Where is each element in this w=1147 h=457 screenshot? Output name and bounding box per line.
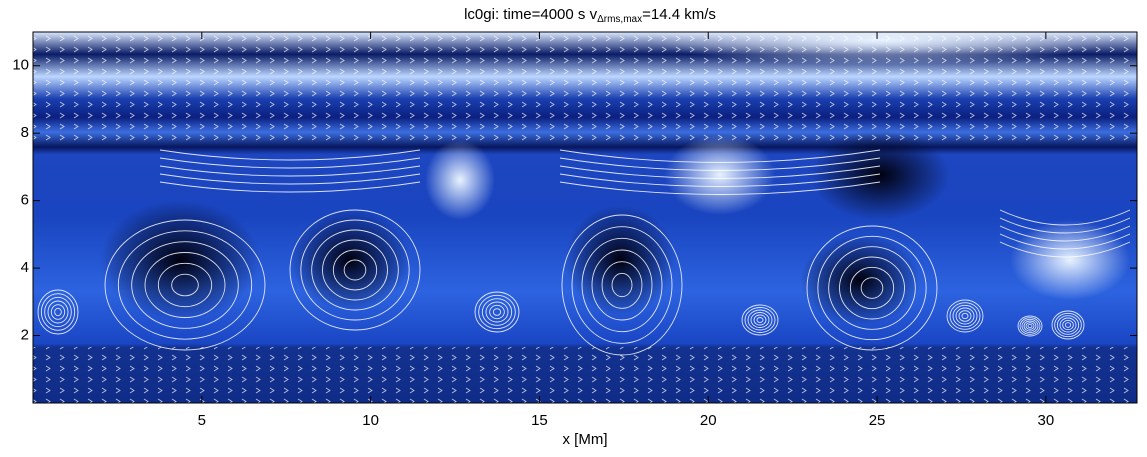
- streamline: [581, 237, 663, 333]
- title-suffix: =14.4 km/s: [642, 6, 716, 23]
- streamline: [949, 302, 981, 330]
- streamline: [1062, 319, 1074, 331]
- streamline: [159, 181, 421, 193]
- streamline: [744, 307, 776, 333]
- streamline: [1019, 317, 1041, 335]
- streamline: [289, 209, 421, 331]
- streamline: [741, 304, 779, 336]
- streamline: [159, 157, 421, 169]
- streamline: [747, 309, 773, 331]
- streamline: [1023, 320, 1037, 332]
- streamline: [1064, 322, 1072, 328]
- streamline: [159, 173, 421, 185]
- streamline: [999, 225, 1131, 242]
- streamline: [571, 226, 673, 344]
- x-tick-label: 5: [198, 412, 206, 429]
- streamline: [946, 299, 984, 333]
- x-tick-label: 15: [531, 412, 548, 429]
- streamline: [961, 312, 969, 320]
- streamline: [611, 272, 633, 298]
- streamline: [756, 317, 764, 323]
- streamline: [144, 252, 226, 318]
- streamline: [300, 219, 410, 321]
- streamline: [1059, 317, 1077, 333]
- y-tick-label: 2: [21, 327, 29, 344]
- streamline: [157, 262, 213, 308]
- streamline: [131, 241, 239, 329]
- streamline: [828, 246, 916, 330]
- streamline: [591, 249, 653, 321]
- streamline: [860, 277, 884, 299]
- streamline: [1027, 323, 1033, 329]
- streamline: [952, 304, 978, 328]
- title-main: lc0gi: time=4000 s v: [464, 6, 597, 23]
- streamline: [40, 293, 76, 331]
- streamline: [999, 241, 1131, 258]
- streamline: [559, 181, 881, 195]
- streamline: [332, 249, 378, 291]
- streamline: [955, 307, 975, 325]
- y-tick-label: 4: [21, 259, 29, 276]
- streamline: [104, 219, 266, 351]
- streamline: [559, 157, 881, 171]
- title-subscript: Δrms,max: [597, 14, 642, 25]
- streamline: [171, 273, 199, 297]
- streamline: [485, 301, 509, 323]
- streamline: [559, 173, 881, 187]
- streamline: [54, 307, 62, 317]
- streamline: [750, 312, 770, 328]
- streamline: [999, 233, 1131, 250]
- streamline: [806, 225, 938, 351]
- streamline: [117, 230, 253, 340]
- streamline: [839, 256, 905, 320]
- streamline: [999, 217, 1131, 234]
- y-tick-label: 8: [21, 124, 29, 141]
- y-tick-label: 10: [12, 57, 29, 74]
- flow-field: [33, 32, 1137, 403]
- streamline: [559, 149, 881, 163]
- streamline: [999, 209, 1131, 226]
- streamline: [37, 289, 79, 335]
- streamline: [47, 300, 69, 324]
- x-tick-label: 20: [700, 412, 717, 429]
- streamline: [474, 291, 520, 333]
- streamline: [1025, 322, 1035, 330]
- x-tick-label: 30: [1038, 412, 1055, 429]
- chart-title: lc0gi: time=4000 s vΔrms,max=14.4 km/s: [464, 6, 716, 25]
- streamline: [817, 235, 927, 341]
- streamline: [559, 165, 881, 179]
- plot-frame: [32, 31, 1138, 404]
- streamline: [478, 294, 516, 330]
- streamline: [849, 266, 895, 310]
- streamline: [958, 310, 972, 322]
- streamline: [1051, 310, 1085, 340]
- streamline: [601, 261, 643, 309]
- streamline: [50, 304, 66, 320]
- streamline: [322, 239, 388, 301]
- streamline: [159, 149, 421, 161]
- streamline: [159, 165, 421, 177]
- y-tick-label: 6: [21, 192, 29, 209]
- streamline: [1056, 315, 1080, 335]
- streamline: [1021, 318, 1039, 334]
- streamline: [492, 308, 502, 316]
- streamline: [44, 296, 72, 328]
- streamline: [481, 298, 513, 326]
- x-tick-label: 10: [362, 412, 379, 429]
- streamline: [311, 229, 399, 311]
- x-axis-label: x [Mm]: [563, 431, 608, 448]
- streamline: [753, 314, 767, 326]
- streamline: [561, 214, 683, 356]
- streamline: [343, 259, 367, 281]
- streamline: [1054, 312, 1082, 338]
- streamline: [1017, 315, 1043, 337]
- x-tick-label: 25: [869, 412, 886, 429]
- streamline: [489, 304, 505, 320]
